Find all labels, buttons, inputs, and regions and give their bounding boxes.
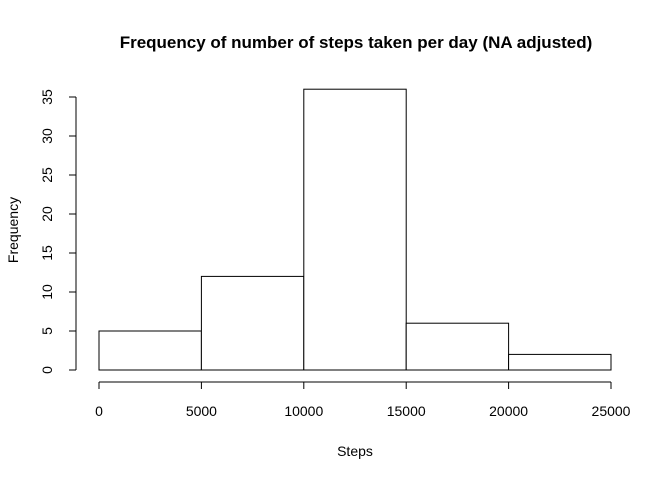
y-tick-label: 5 — [39, 327, 55, 335]
histogram-bar-4 — [508, 353, 612, 371]
histogram-bar-1 — [200, 275, 305, 371]
x-axis-label: Steps — [337, 443, 373, 459]
y-tick-label: 35 — [39, 89, 55, 105]
x-axis: 0 5000 10000 15000 20000 25000 — [95, 381, 631, 419]
y-tick-label: 15 — [39, 245, 55, 261]
y-tick-label: 25 — [39, 167, 55, 183]
y-tick-label: 20 — [39, 206, 55, 222]
y-axis-label: Frequency — [5, 197, 21, 263]
x-tick-label: 20000 — [489, 403, 528, 419]
x-tick-label: 5000 — [186, 403, 217, 419]
x-tick-label: 0 — [95, 403, 103, 419]
histogram-bar-2 — [303, 88, 407, 371]
x-tick-label: 25000 — [592, 403, 631, 419]
y-tick-label: 0 — [39, 366, 55, 374]
y-tick-label: 10 — [39, 284, 55, 300]
y-axis: 0 5 10 15 20 25 30 35 — [39, 89, 77, 374]
histogram-bar-0 — [98, 330, 202, 371]
x-tick-label: 10000 — [284, 403, 323, 419]
y-tick-label: 30 — [39, 128, 55, 144]
histogram-bar-3 — [405, 322, 510, 371]
bars-group — [98, 88, 612, 371]
chart-title: Frequency of number of steps taken per d… — [120, 33, 593, 52]
x-tick-label: 15000 — [387, 403, 426, 419]
